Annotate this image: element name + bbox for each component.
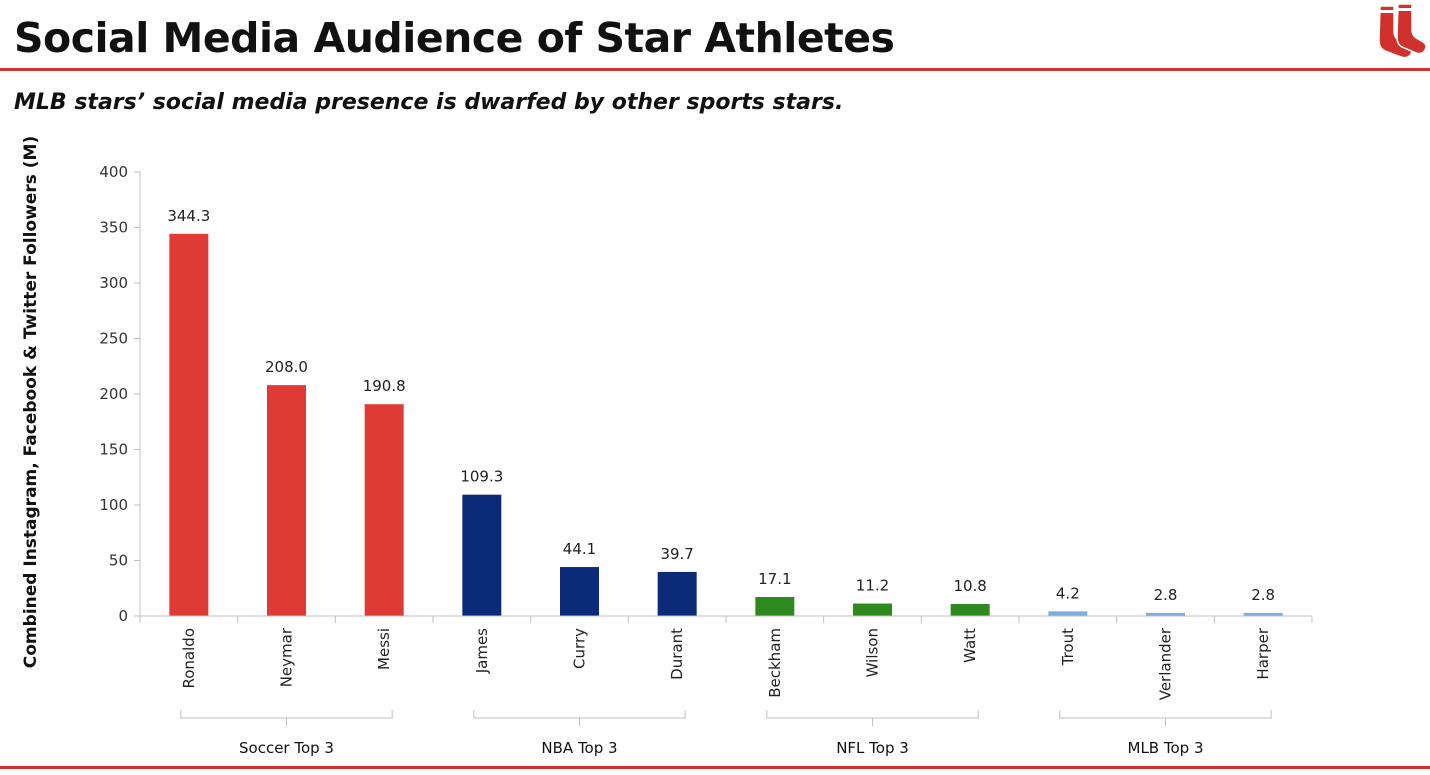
data-label-curry: 44.1 — [563, 540, 596, 558]
y-tick-label: 250 — [99, 330, 128, 348]
x-axis: Ronaldo Neymar Messi James Curry Durant Beckha… — [139, 615, 1313, 757]
y-tick-label: 350 — [99, 219, 128, 237]
y-tick-label: 150 — [99, 441, 128, 459]
group-bracket — [1059, 710, 1272, 719]
category-label-watt: Watt — [961, 628, 979, 663]
y-axis: 0 50 100 150 200 250 300 350 400 Combined Instagr… — [21, 136, 141, 668]
group-label: MLB Top 3 — [1128, 739, 1204, 757]
bar-beckham — [755, 597, 795, 616]
bar-verlander — [1146, 612, 1185, 616]
y-tick-label: 300 — [99, 274, 128, 292]
bar-ronaldo — [169, 233, 209, 616]
bar-curry — [560, 567, 599, 616]
data-label-watt: 10.8 — [953, 577, 986, 595]
page-title: Social Media Audience of Star Athletes — [14, 14, 895, 62]
data-label-verlander: 2.8 — [1154, 586, 1178, 604]
y-tick-label: 100 — [99, 496, 128, 514]
group-label: NFL Top 3 — [836, 739, 909, 757]
bar-messi — [364, 404, 404, 616]
data-label-trout: 4.2 — [1056, 584, 1080, 602]
category-label-beckham: Beckham — [766, 628, 784, 698]
category-label-james: James — [473, 628, 491, 674]
category-label-durant: Durant — [668, 628, 686, 680]
y-tick-label: 50 — [109, 552, 128, 570]
bar-trout — [1048, 611, 1088, 616]
bar-wilson — [853, 603, 892, 616]
data-label-durant: 39.7 — [660, 545, 693, 563]
red-sox-logo-icon — [1378, 3, 1427, 59]
footer-divider — [0, 766, 1430, 769]
bar-harper — [1243, 612, 1283, 616]
group-label: NBA Top 3 — [541, 739, 617, 757]
category-label-wilson: Wilson — [864, 628, 882, 677]
group-bracket — [180, 710, 393, 719]
category-label-verlander: Verlander — [1157, 627, 1175, 700]
y-axis-title: Combined Instagram, Facebook & Twitter F… — [21, 136, 41, 668]
data-label-james: 109.3 — [460, 468, 503, 486]
bar-durant — [657, 571, 697, 616]
data-label-messi: 190.8 — [363, 377, 406, 395]
y-tick-label: 200 — [99, 385, 128, 403]
category-label-neymar: Neymar — [278, 627, 296, 687]
group-label: Soccer Top 3 — [239, 739, 334, 757]
category-label-curry: Curry — [571, 628, 589, 669]
y-tick-label: 400 — [99, 163, 128, 181]
category-label-ronaldo: Ronaldo — [180, 628, 198, 689]
category-label-harper: Harper — [1254, 627, 1272, 679]
group-bracket — [766, 710, 979, 719]
data-label-harper: 2.8 — [1251, 586, 1275, 604]
data-label-ronaldo: 344.3 — [167, 207, 210, 225]
header-divider — [0, 68, 1430, 71]
group-bracket — [473, 710, 686, 719]
data-label-wilson: 11.2 — [856, 577, 889, 595]
data-label-neymar: 208.0 — [265, 358, 308, 376]
category-label-messi: Messi — [375, 628, 393, 670]
category-label-trout: Trout — [1059, 628, 1077, 666]
page-subtitle: MLB stars’ social media presence is dwar… — [14, 90, 844, 115]
y-tick-label: 0 — [118, 607, 128, 625]
data-label-beckham: 17.1 — [758, 570, 791, 588]
bar-neymar — [267, 385, 306, 616]
bar-watt — [950, 604, 990, 616]
bar-james — [462, 494, 502, 616]
bars: 344.3 208.0 190.8 109.3 44.1 39.7 17.1 11.2 10.8… — [167, 207, 1283, 616]
